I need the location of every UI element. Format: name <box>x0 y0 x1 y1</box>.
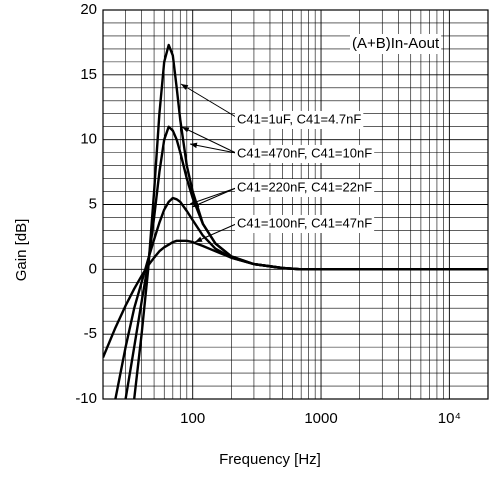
plot-frame <box>102 9 489 400</box>
x-axis-label: Frequency [Hz] <box>219 451 321 468</box>
annotation-arrows <box>180 83 237 243</box>
series-line <box>124 125 488 399</box>
y-tick-label: -10 <box>75 390 97 407</box>
series-label: C41=220nF, C41=22nF <box>237 179 372 194</box>
chart-title: (A+B)In-Aout <box>352 35 440 52</box>
y-tick-label: 0 <box>89 260 97 277</box>
y-axis-label: Gain [dB] <box>13 219 30 282</box>
x-tick-label: 100 <box>180 410 205 427</box>
series-label: C41=100nF, C41=47nF <box>237 215 372 230</box>
y-tick-label: 15 <box>80 66 97 83</box>
y-tick-label: -5 <box>84 325 97 342</box>
series-label: C41=1uF, C41=4.7nF <box>237 111 361 126</box>
title-background <box>350 34 442 54</box>
x-tick-label: 1000 <box>304 410 337 427</box>
label-background <box>235 215 375 233</box>
x-tick-label: 10⁴ <box>438 410 461 427</box>
y-tick-label: 10 <box>80 131 97 148</box>
y-tick-label: 20 <box>80 1 97 18</box>
y-tick-label: 5 <box>89 195 97 212</box>
series-line <box>103 239 488 358</box>
label-background <box>235 179 375 197</box>
series-label: C41=470nF, C41=10nF <box>237 145 372 160</box>
label-background <box>235 111 364 129</box>
label-background <box>235 145 375 163</box>
